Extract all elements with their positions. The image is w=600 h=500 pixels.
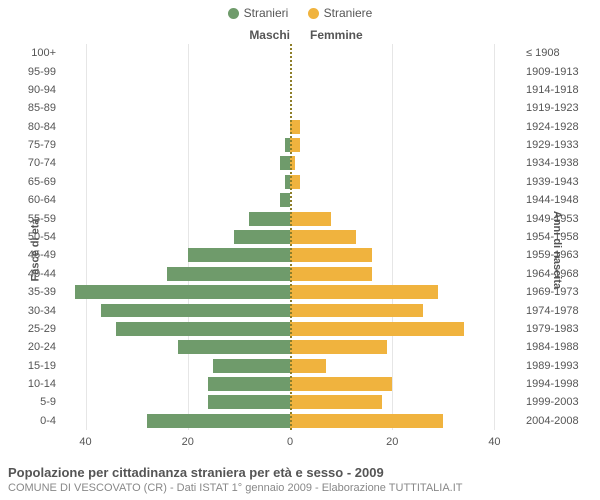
row-label-years: 1944-1948: [526, 194, 588, 206]
bar-female: [290, 285, 438, 299]
row-label-age: 70-74: [18, 157, 56, 169]
bar-female: [290, 322, 464, 336]
bar-male: [280, 156, 290, 170]
column-header-male: Maschi: [249, 28, 290, 42]
row-label-years: 1969-1973: [526, 286, 588, 298]
bar-male: [178, 340, 290, 354]
row-label-age: 25-29: [18, 323, 56, 335]
row-label-years: 1954-1958: [526, 231, 588, 243]
bar-female: [290, 212, 331, 226]
legend-label-female: Straniere: [324, 6, 373, 20]
row-label-age: 0-4: [18, 415, 56, 427]
row-label-age: 75-79: [18, 139, 56, 151]
bar-male: [188, 248, 290, 262]
bar-male: [213, 359, 290, 373]
row-label-age: 35-39: [18, 286, 56, 298]
bar-female: [290, 340, 387, 354]
row-label-age: 45-49: [18, 249, 56, 261]
row-label-years: 1989-1993: [526, 360, 588, 372]
row-label-years: 1959-1963: [526, 249, 588, 261]
row-label-age: 50-54: [18, 231, 56, 243]
row-label-years: 1939-1943: [526, 176, 588, 188]
population-pyramid-chart: Stranieri Straniere Maschi Femmine Fasce…: [0, 0, 600, 500]
footer-title: Popolazione per cittadinanza straniera p…: [8, 465, 592, 480]
row-label-years: 1934-1938: [526, 157, 588, 169]
x-tick-label: 0: [287, 436, 293, 448]
row-label-years: 1909-1913: [526, 66, 588, 78]
row-label-age: 55-59: [18, 213, 56, 225]
bar-female: [290, 359, 326, 373]
legend-label-male: Stranieri: [244, 6, 289, 20]
row-label-age: 85-89: [18, 102, 56, 114]
row-label-years: 1924-1928: [526, 121, 588, 133]
row-label-years: 1979-1983: [526, 323, 588, 335]
bar-male: [280, 193, 290, 207]
bar-male: [147, 414, 290, 428]
row-label-age: 10-14: [18, 378, 56, 390]
row-label-age: 5-9: [18, 396, 56, 408]
bar-female: [290, 230, 356, 244]
row-label-years: 1984-1988: [526, 341, 588, 353]
row-label-age: 20-24: [18, 341, 56, 353]
bar-male: [167, 267, 290, 281]
plot-area: 020204040100+≤ 190895-991909-191390-9419…: [60, 44, 520, 430]
legend-item-female: Straniere: [308, 6, 373, 20]
x-tick-label: 20: [182, 436, 194, 448]
bar-female: [290, 267, 372, 281]
bar-male: [234, 230, 290, 244]
row-label-age: 100+: [18, 47, 56, 59]
bar-female: [290, 395, 382, 409]
row-label-age: 40-44: [18, 268, 56, 280]
row-label-years: 1919-1923: [526, 102, 588, 114]
x-tick-label: 40: [488, 436, 500, 448]
row-label-age: 30-34: [18, 305, 56, 317]
row-label-years: 1929-1933: [526, 139, 588, 151]
row-label-years: 2004-2008: [526, 415, 588, 427]
row-label-age: 80-84: [18, 121, 56, 133]
row-label-age: 95-99: [18, 66, 56, 78]
legend-item-male: Stranieri: [228, 6, 289, 20]
bar-male: [208, 395, 290, 409]
bar-male: [101, 304, 290, 318]
row-label-age: 60-64: [18, 194, 56, 206]
bar-female: [290, 304, 423, 318]
x-tick-label: 20: [386, 436, 398, 448]
row-label-years: ≤ 1908: [526, 47, 588, 59]
footer-subtitle: COMUNE DI VESCOVATO (CR) - Dati ISTAT 1°…: [8, 482, 592, 494]
row-label-years: 1949-1953: [526, 213, 588, 225]
column-header-female: Femmine: [310, 28, 363, 42]
bar-male: [75, 285, 290, 299]
x-tick-label: 40: [79, 436, 91, 448]
legend-swatch-male: [228, 8, 239, 19]
legend-swatch-female: [308, 8, 319, 19]
bar-female: [290, 377, 392, 391]
row-label-years: 1974-1978: [526, 305, 588, 317]
bar-male: [249, 212, 290, 226]
row-label-age: 65-69: [18, 176, 56, 188]
legend: Stranieri Straniere: [0, 6, 600, 22]
row-label-years: 1964-1968: [526, 268, 588, 280]
bar-male: [116, 322, 290, 336]
row-label-years: 1914-1918: [526, 84, 588, 96]
bar-female: [290, 248, 372, 262]
row-label-years: 1999-2003: [526, 396, 588, 408]
row-label-age: 15-19: [18, 360, 56, 372]
chart-footer: Popolazione per cittadinanza straniera p…: [8, 465, 592, 494]
row-label-age: 90-94: [18, 84, 56, 96]
row-label-years: 1994-1998: [526, 378, 588, 390]
bar-female: [290, 414, 443, 428]
center-axis: [290, 44, 292, 430]
bar-male: [208, 377, 290, 391]
